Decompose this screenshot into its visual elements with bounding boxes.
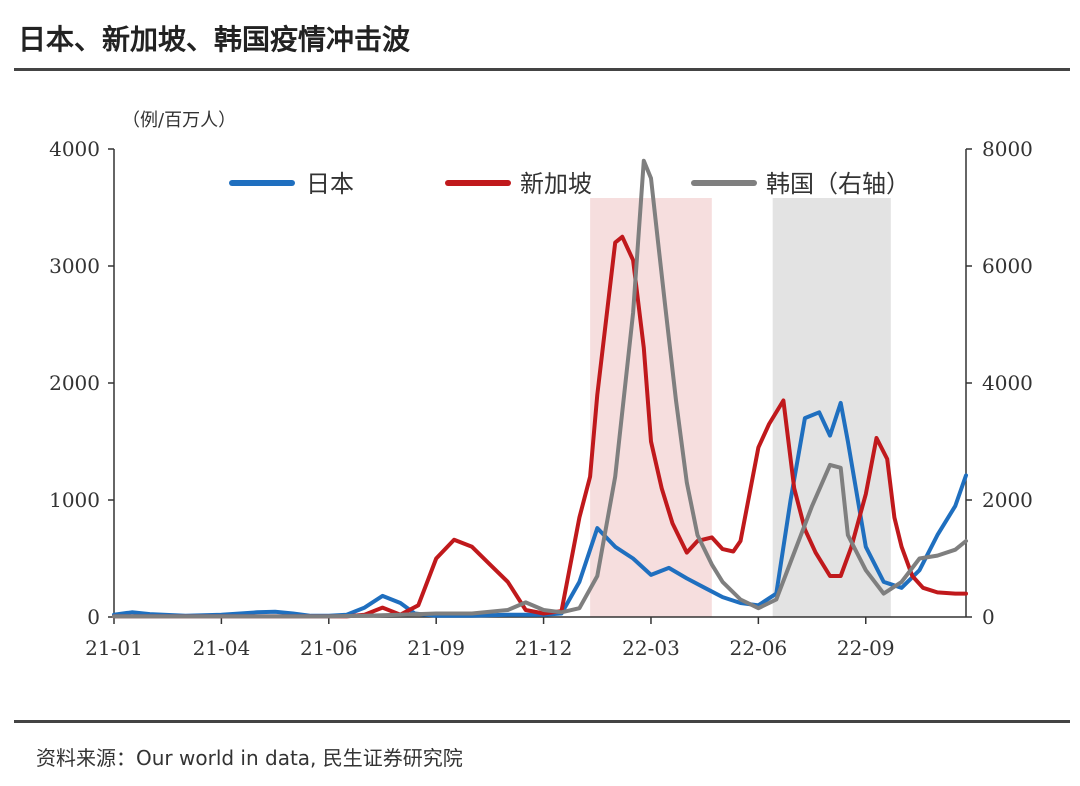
y-right-tick-label: 0	[982, 605, 995, 629]
x-tick-label: 22-09	[837, 636, 895, 660]
x-tick-label: 22-03	[622, 636, 680, 660]
series-lines	[112, 158, 968, 619]
shaded-range-1	[590, 198, 712, 617]
y-left-tick-label: 1000	[49, 488, 100, 512]
source-note: 资料来源：Our world in data, 民生证券研究院	[36, 746, 463, 770]
x-tick-label: 21-01	[85, 636, 143, 660]
y-left-tick-label: 3000	[49, 254, 100, 278]
y-axis-unit: （例/百万人）	[122, 110, 236, 131]
series-line-3	[112, 158, 968, 619]
page-title: 日本、新加坡、韩国疫情冲击波	[18, 23, 411, 56]
bottom-rule	[14, 720, 1070, 723]
y-right-tick-label: 4000	[982, 371, 1033, 395]
y-right-tick-label: 8000	[982, 137, 1033, 161]
legend: 日本 新加坡 韩国（右轴）	[229, 170, 910, 198]
x-tick-label: 22-06	[730, 636, 788, 660]
top-rule	[14, 68, 1070, 71]
y-right-tick-label: 2000	[982, 488, 1033, 512]
y-left-tick-label: 2000	[49, 371, 100, 395]
x-tick-label: 21-09	[407, 636, 465, 660]
shaded-range-2	[772, 198, 891, 617]
series-line-2	[112, 234, 968, 619]
x-tick-label: 21-04	[193, 636, 251, 660]
y-left-tick-label: 0	[87, 605, 100, 629]
series-line-1	[112, 400, 968, 618]
legend-label-1: 日本	[306, 170, 354, 198]
x-tick-label: 21-12	[515, 636, 573, 660]
x-tick-label: 21-06	[300, 636, 358, 660]
y-left-tick-label: 4000	[49, 137, 100, 161]
legend-label-2: 新加坡	[520, 170, 592, 198]
y-right-tick-label: 6000	[982, 254, 1033, 278]
legend-label-3: 韩国（右轴）	[766, 170, 910, 198]
axes: 0 1000 2000 3000 4000 0 2000 4000 6000 8000 21-01 2…	[49, 137, 1033, 660]
